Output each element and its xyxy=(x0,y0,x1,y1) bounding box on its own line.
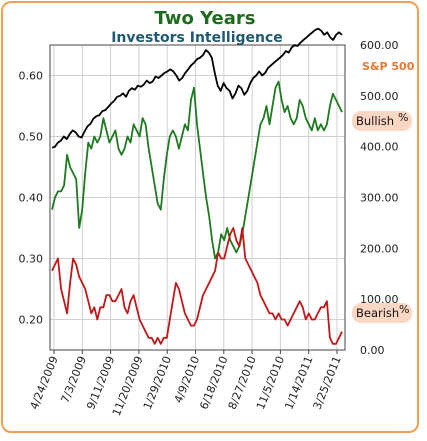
right-tick-label: 0.00 xyxy=(360,344,385,357)
x-tick-label: 4/24/2009 xyxy=(28,354,61,411)
right-tick-label: 500.00 xyxy=(360,90,399,103)
right-axis: 600.00 500.00 400.00 300.00 200.00 100.00 0.00 xyxy=(360,39,399,357)
legend-bearish-unit: % xyxy=(399,303,409,316)
legend-bearish: Bearish xyxy=(356,306,399,320)
legend-bullish: Bullish xyxy=(356,114,394,128)
left-tick-label: 0.50 xyxy=(19,131,44,144)
left-tick-label: 0.20 xyxy=(19,314,44,327)
series-line-bearish xyxy=(51,227,343,345)
legend-sp500: S&P 500 xyxy=(362,60,415,73)
left-tick-label: 0.60 xyxy=(19,70,44,83)
x-tick-label: 3/25/2011 xyxy=(311,354,344,411)
x-tick-label: 7/3/2009 xyxy=(59,354,90,405)
chart-title: Two Years xyxy=(155,8,256,29)
chart-subtitle: Investors Intelligence xyxy=(111,30,283,46)
right-tick-label: 400.00 xyxy=(360,141,399,154)
legend-bullish-badge xyxy=(352,111,412,131)
x-tick-label: 6/18/2010 xyxy=(197,354,230,411)
series-layer xyxy=(51,27,343,345)
x-axis: 4/24/20097/3/20099/11/200911/20/20091/29… xyxy=(28,350,344,418)
x-tick-label: 9/11/2009 xyxy=(84,354,117,411)
legend-bullish-unit: % xyxy=(398,111,408,124)
right-tick-label: 200.00 xyxy=(360,242,399,255)
legend-bearish-badge xyxy=(352,303,412,323)
x-tick-label: 8/27/2010 xyxy=(226,354,259,411)
series-line-s-p-500 xyxy=(51,27,343,149)
plot-area xyxy=(49,44,346,351)
x-tick-label: 1/29/2010 xyxy=(141,354,174,411)
x-tick-label: 1/14/2011 xyxy=(282,354,315,411)
right-tick-label: 100.00 xyxy=(360,293,399,306)
right-tick-label: 600.00 xyxy=(360,39,399,52)
series-line-bullish xyxy=(51,80,343,260)
left-tick-label: 0.40 xyxy=(19,192,44,205)
right-tick-label: 300.00 xyxy=(360,192,399,205)
left-tick-label: 0.30 xyxy=(19,253,44,266)
x-tick-label: 4/9/2010 xyxy=(172,354,203,405)
x-tick-label: 11/5/2010 xyxy=(254,354,287,411)
left-axis: 0.60 0.50 0.40 0.30 0.20 xyxy=(19,70,44,327)
